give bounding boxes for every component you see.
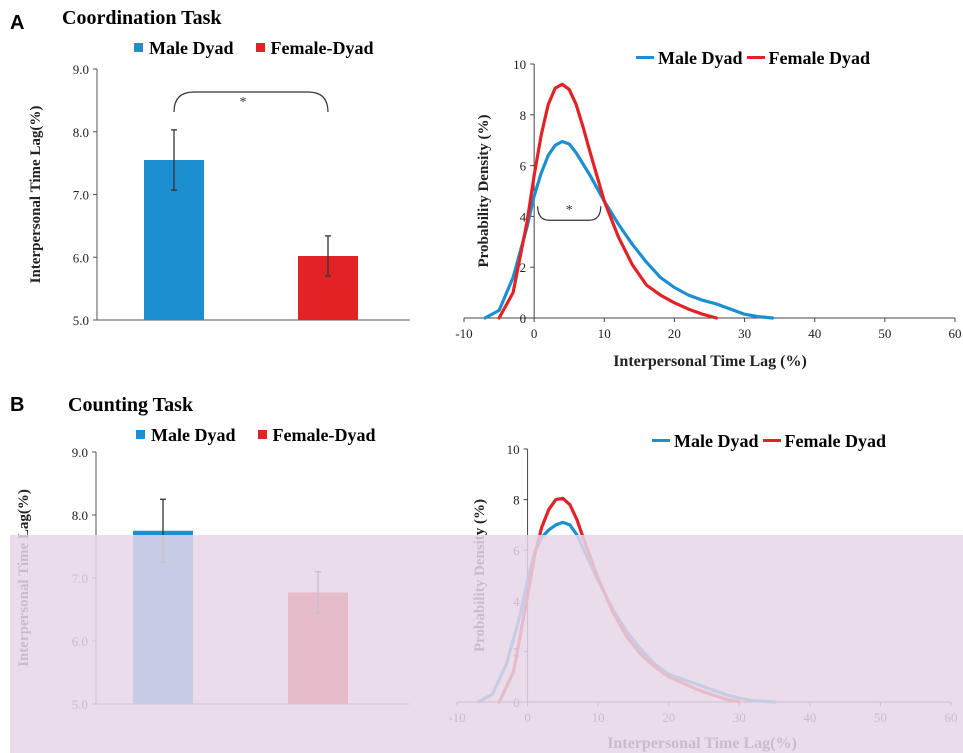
- bar-legend-b: Male Dyad Female-Dyad: [136, 425, 375, 446]
- significance-bracket: [173, 91, 329, 113]
- y-tick-label: 8.0: [72, 508, 88, 523]
- y-tick-label: 10: [507, 442, 520, 457]
- legend-label-male: Male Dyad: [151, 425, 236, 445]
- series-line-male: [483, 139, 775, 320]
- y-tick-label: 9.0: [72, 445, 88, 460]
- y-tick-label: 7.0: [73, 188, 89, 203]
- legend-line-male: [636, 56, 654, 59]
- y-tick-label: 0: [520, 311, 527, 326]
- x-tick-label: 20: [668, 326, 681, 341]
- panel-letter-a: A: [10, 12, 25, 34]
- bar-chart-coordination: 5.0 6.0 7.0 8.0 9.0 Interpersonal Time Lag(%)…: [28, 62, 410, 328]
- y-tick-label: 9.0: [73, 62, 89, 77]
- legend-label-male: Male Dyad: [149, 38, 234, 58]
- legend-swatch-female: [257, 430, 267, 439]
- density-legend-a: Male Dyad Female Dyad: [636, 48, 870, 69]
- legend-label-male: Male Dyad: [658, 48, 743, 68]
- y-tick-label: 8: [520, 108, 527, 123]
- panel-letter-b: B: [10, 394, 25, 416]
- panel-title-b: Counting Task: [68, 394, 194, 416]
- y-tick-label: 2: [520, 260, 527, 275]
- x-tick-label: 10: [598, 326, 611, 341]
- legend-label-female: Female Dyad: [784, 431, 886, 451]
- significance-star: *: [566, 203, 573, 218]
- legend-line-male: [652, 439, 670, 442]
- x-tick-label: 0: [531, 326, 538, 341]
- bar-legend-a: Male Dyad Female-Dyad: [134, 38, 373, 59]
- x-axis-label: Interpersonal Time Lag (%): [613, 353, 807, 370]
- density-chart-coordination: 0 2 4 6 8 10 -10 0 10 20 30 40 50 60 Probability Densi…: [455, 57, 961, 370]
- panel-title-a: Coordination Task: [62, 7, 222, 29]
- y-axis-label: Probability Density (%): [476, 114, 492, 267]
- x-tick-label: 30: [738, 326, 751, 341]
- y-tick-label: 8: [513, 493, 520, 508]
- legend-label-female: Female-Dyad: [272, 425, 376, 445]
- legend-swatch-male: [136, 430, 145, 439]
- significance-bracket: [537, 206, 602, 221]
- y-tick-label: 8.0: [73, 125, 89, 140]
- legend-label-female: Female-Dyad: [270, 38, 374, 58]
- legend-swatch-female: [255, 43, 265, 52]
- x-tick-label: 50: [878, 326, 891, 341]
- y-tick-label: 6.0: [73, 250, 89, 265]
- legend-label-male: Male Dyad: [674, 431, 759, 451]
- y-tick-label: 6: [520, 159, 527, 174]
- legend-label-female: Female Dyad: [768, 48, 870, 68]
- y-tick-label: 5.0: [73, 313, 89, 328]
- x-tick-label: -10: [455, 326, 472, 341]
- legend-swatch-male: [134, 43, 143, 52]
- series-line-female: [497, 82, 719, 320]
- legend-line-female: [762, 439, 781, 442]
- density-legend-b: Male Dyad Female Dyad: [652, 431, 886, 452]
- x-tick-label: 60: [949, 326, 962, 341]
- legend-line-female: [746, 56, 765, 59]
- y-tick-label: 10: [513, 57, 526, 72]
- y-axis-label: Interpersonal Time Lag(%): [28, 106, 44, 284]
- y-tick-label: 4: [520, 209, 527, 224]
- highlight-overlay: [10, 535, 963, 753]
- significance-star: *: [240, 95, 247, 110]
- x-tick-label: 40: [808, 326, 821, 341]
